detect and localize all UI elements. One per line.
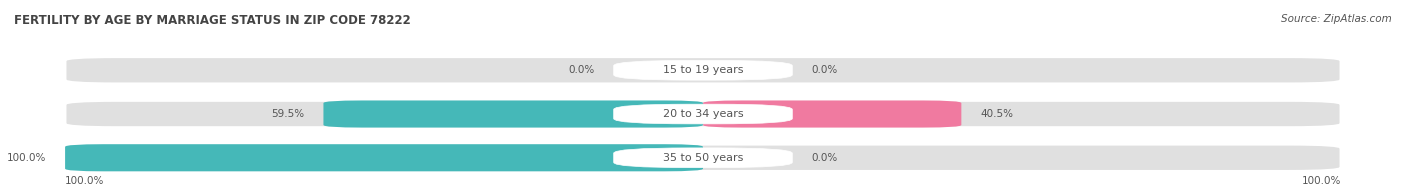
Text: 59.5%: 59.5% [271,109,304,119]
Text: 100.0%: 100.0% [7,153,46,163]
Text: 40.5%: 40.5% [980,109,1014,119]
FancyBboxPatch shape [65,57,1341,84]
Text: 100.0%: 100.0% [1302,175,1341,185]
Text: 15 to 19 years: 15 to 19 years [662,65,744,75]
FancyBboxPatch shape [613,104,793,124]
FancyBboxPatch shape [65,144,1341,171]
Text: 0.0%: 0.0% [811,153,838,163]
FancyBboxPatch shape [65,101,1341,128]
Text: 20 to 34 years: 20 to 34 years [662,109,744,119]
FancyBboxPatch shape [65,144,703,171]
Text: 0.0%: 0.0% [811,65,838,75]
Text: FERTILITY BY AGE BY MARRIAGE STATUS IN ZIP CODE 78222: FERTILITY BY AGE BY MARRIAGE STATUS IN Z… [14,14,411,27]
Text: Source: ZipAtlas.com: Source: ZipAtlas.com [1281,14,1392,24]
Text: 100.0%: 100.0% [65,175,104,185]
Text: 35 to 50 years: 35 to 50 years [662,153,744,163]
FancyBboxPatch shape [613,148,793,168]
FancyBboxPatch shape [323,101,703,128]
FancyBboxPatch shape [613,60,793,80]
Text: 0.0%: 0.0% [568,65,595,75]
FancyBboxPatch shape [703,101,962,128]
